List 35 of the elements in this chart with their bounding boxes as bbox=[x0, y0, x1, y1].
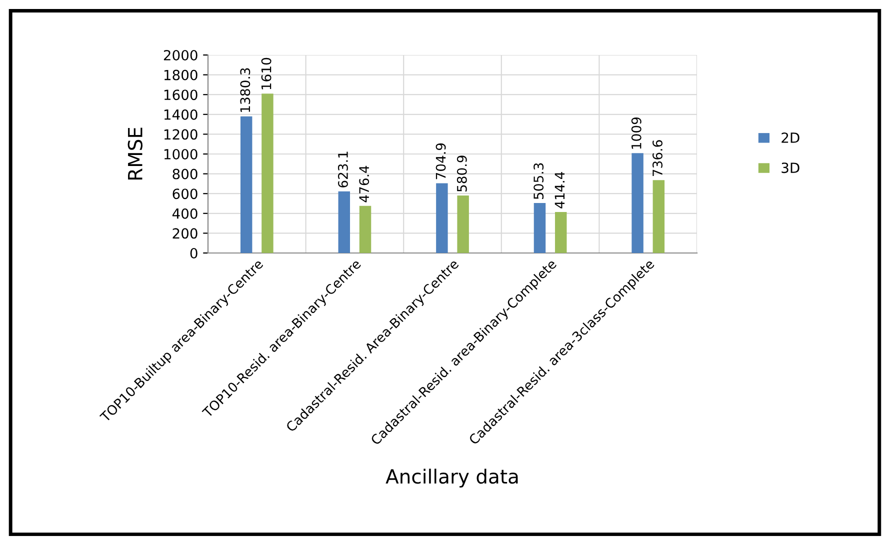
bar bbox=[554, 212, 567, 253]
data-label: 1610 bbox=[261, 58, 272, 90]
bar bbox=[436, 183, 448, 253]
legend-label: 2D bbox=[782, 132, 800, 143]
data-label: 580.9 bbox=[456, 156, 467, 192]
y-tick-label: 800 bbox=[172, 168, 198, 180]
data-label: 505.3 bbox=[534, 163, 544, 199]
data-label: 704.9 bbox=[436, 143, 446, 180]
y-tick-label: 1000 bbox=[164, 148, 198, 160]
y-tick-label: 600 bbox=[172, 188, 198, 200]
y-tick-label: 1800 bbox=[164, 70, 198, 80]
data-label: 414.4 bbox=[554, 172, 565, 208]
bar bbox=[262, 94, 274, 253]
y-tick-label: 2000 bbox=[164, 50, 198, 60]
y-tick-label: 0 bbox=[190, 248, 198, 258]
y-axis-title: RMSE bbox=[128, 128, 142, 180]
bar bbox=[359, 206, 372, 253]
bar bbox=[534, 202, 546, 253]
bar bbox=[457, 195, 469, 253]
y-tick-label: 1600 bbox=[164, 90, 198, 100]
bar bbox=[652, 180, 665, 253]
bar bbox=[632, 153, 644, 253]
y-tick-label: 200 bbox=[172, 228, 198, 239]
legend-label: 3D bbox=[782, 162, 800, 174]
data-label: 476.4 bbox=[359, 166, 370, 202]
data-label: 1009 bbox=[631, 117, 642, 149]
data-label: 736.6 bbox=[652, 140, 662, 176]
bar bbox=[338, 191, 350, 253]
y-tick-label: 400 bbox=[172, 208, 198, 219]
bar bbox=[240, 116, 252, 253]
data-label: 623.1 bbox=[338, 152, 348, 188]
data-label: 1380.3 bbox=[240, 68, 250, 112]
x-axis-title: Ancillary data bbox=[386, 468, 518, 488]
y-tick-label: 1400 bbox=[164, 109, 198, 120]
y-tick-label: 1200 bbox=[164, 129, 198, 140]
